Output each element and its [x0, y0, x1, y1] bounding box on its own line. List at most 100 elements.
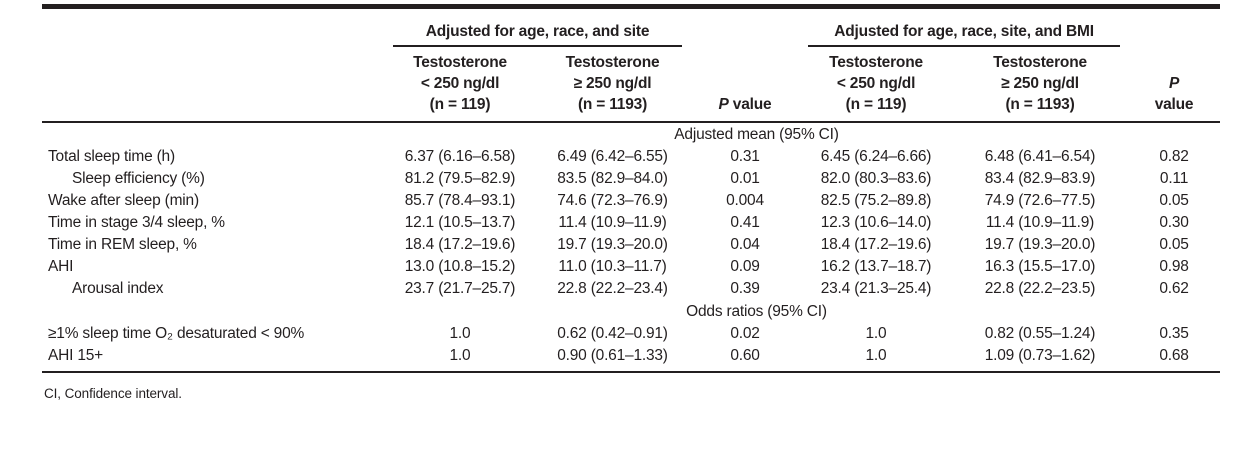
section-header-row: Odds ratios (95% CI)	[42, 300, 1220, 323]
column-header-line: Testosterone	[565, 54, 660, 71]
table-row: Sleep efficiency (%) 81.2 (79.5–82.9) 83…	[42, 168, 1220, 190]
cell-value: 0.04	[730, 236, 760, 253]
column-header-line: (n = 119)	[429, 96, 491, 113]
table-footnote: CI, Confidence interval.	[44, 386, 182, 401]
p-italic: P	[1168, 75, 1180, 92]
cell-value: 6.37 (6.16–6.58)	[404, 148, 516, 165]
group-header-1: Adjusted for age, race, and site	[385, 9, 690, 47]
cell-value: 0.01	[730, 170, 760, 187]
cell-value: 83.4 (82.9–83.9)	[984, 170, 1096, 187]
cell-value: 0.60	[690, 345, 800, 373]
cell-value: 18.4 (17.2–19.6)	[404, 236, 516, 253]
column-header-line: (n = 119)	[845, 96, 907, 113]
section-header-adjusted-mean: Adjusted mean (95% CI)	[674, 126, 839, 143]
column-header-row: Testosterone < 250 ng/dl (n = 119) Testo…	[42, 47, 1221, 123]
row-label: Sleep efficiency (%)	[72, 170, 205, 187]
cell-value: 0.41	[730, 214, 760, 231]
cell-value: 22.8 (22.2–23.5)	[984, 280, 1096, 297]
cell-value: 83.5 (82.9–84.0)	[557, 170, 668, 187]
column-header-line: Testosterone	[829, 54, 923, 71]
column-header-line: < 250 ng/dl	[836, 75, 916, 92]
p-rest: value	[1154, 96, 1194, 113]
group-header-row: Adjusted for age, race, and site Adjuste…	[42, 9, 1220, 47]
cell-value: 0.90 (0.61–1.33)	[535, 345, 690, 373]
cell-value: 12.1 (10.5–13.7)	[404, 214, 516, 231]
empty-corner-cell	[42, 9, 385, 47]
cell-value: 0.82	[1159, 148, 1189, 165]
row-label: Total sleep time (h)	[48, 148, 175, 165]
table-row: Time in REM sleep, % 18.4 (17.2–19.6) 19…	[42, 234, 1220, 256]
table-row: Wake after sleep (min) 85.7 (78.4–93.1) …	[42, 190, 1220, 212]
spacer-cell	[42, 122, 385, 146]
cell-value: 82.0 (80.3–83.6)	[820, 170, 932, 187]
cell-value: 16.2 (13.7–18.7)	[820, 258, 932, 275]
cell-value: 85.7 (78.4–93.1)	[404, 192, 516, 209]
cell-value: 0.62	[1159, 280, 1189, 297]
cell-value: 0.05	[1159, 236, 1189, 253]
table-container: Adjusted for age, race, and site Adjuste…	[42, 4, 1221, 401]
group-header-1-label: Adjusted for age, race, and site	[393, 22, 682, 47]
spacer-cell	[42, 300, 385, 323]
table-row: ≥1% sleep time O₂ desaturated < 90% 1.0 …	[42, 323, 1220, 345]
table-row: Arousal index 23.7 (21.7–25.7) 22.8 (22.…	[42, 278, 1220, 300]
spacer-cell	[1128, 300, 1220, 323]
cell-value: 1.0	[865, 325, 887, 342]
cell-value: 22.8 (22.2–23.4)	[557, 280, 668, 297]
cell-value: 0.68	[1128, 345, 1221, 373]
spacer-cell	[1128, 9, 1220, 47]
cell-value: 19.7 (19.3–20.0)	[557, 236, 668, 253]
table-row: AHI 15+ 1.0 0.90 (0.61–1.33) 0.60 1.0 1.…	[42, 345, 1221, 373]
group-header-2-label: Adjusted for age, race, site, and BMI	[808, 22, 1121, 47]
cell-value: 1.0	[385, 345, 535, 373]
p-rest: value	[732, 96, 772, 113]
spacer-cell	[690, 9, 800, 47]
cell-value: 6.45 (6.24–6.66)	[820, 148, 932, 165]
column-header-line: Testosterone	[413, 54, 507, 71]
cell-value: 81.2 (79.5–82.9)	[404, 170, 516, 187]
cell-value: 0.31	[730, 148, 760, 165]
cell-value: 23.7 (21.7–25.7)	[404, 280, 516, 297]
cell-value: 1.09 (0.73–1.62)	[952, 345, 1129, 373]
column-header-testosterone-high-2: Testosterone ≥ 250 ng/dl (n = 1193)	[952, 47, 1129, 123]
cell-value: 6.49 (6.42–6.55)	[557, 148, 668, 165]
cell-value: 23.4 (21.3–25.4)	[820, 280, 932, 297]
row-label: Wake after sleep (min)	[48, 192, 199, 209]
cell-value: 0.82 (0.55–1.24)	[984, 325, 1096, 342]
cell-value: 0.35	[1159, 325, 1189, 342]
cell-value: 11.4 (10.9–11.9)	[985, 214, 1095, 231]
cell-value: 82.5 (75.2–89.8)	[820, 192, 932, 209]
section-header-row: Adjusted mean (95% CI)	[42, 122, 1220, 146]
row-label: AHI 15+	[42, 345, 385, 373]
cell-value: 0.02	[730, 325, 760, 342]
row-label: Time in REM sleep, %	[48, 236, 197, 253]
cell-value: 0.004	[726, 192, 764, 209]
column-header-pvalue-2: P value	[1128, 47, 1221, 123]
p-italic: P	[718, 96, 729, 113]
cell-value: 0.98	[1159, 258, 1189, 275]
section-header-odds-ratios: Odds ratios (95% CI)	[686, 303, 827, 320]
group-header-2: Adjusted for age, race, site, and BMI	[800, 9, 1128, 47]
column-header-testosterone-low-1: Testosterone < 250 ng/dl (n = 119)	[385, 47, 535, 123]
cell-value: 11.0 (10.3–11.7)	[558, 258, 667, 275]
cell-value: 0.09	[730, 258, 760, 275]
cell-value: 1.0	[449, 325, 471, 342]
column-header-line: ≥ 250 ng/dl	[573, 75, 652, 92]
table-row: Time in stage 3/4 sleep, % 12.1 (10.5–13…	[42, 212, 1220, 234]
cell-value: 18.4 (17.2–19.6)	[820, 236, 932, 253]
cell-value: 12.3 (10.6–14.0)	[820, 214, 932, 231]
cell-value: 19.7 (19.3–20.0)	[984, 236, 1096, 253]
cell-value: 0.39	[730, 280, 760, 297]
column-header-line: ≥ 250 ng/dl	[1001, 75, 1079, 92]
row-label: Arousal index	[72, 280, 164, 297]
column-header-line: (n = 1193)	[1005, 96, 1075, 113]
row-label: AHI	[48, 258, 74, 275]
table-row: AHI 13.0 (10.8–15.2) 11.0 (10.3–11.7) 0.…	[42, 256, 1220, 278]
cell-value: 16.3 (15.5–17.0)	[984, 258, 1096, 275]
cell-value: 0.05	[1159, 192, 1189, 209]
cell-value: 74.6 (72.3–76.9)	[557, 192, 668, 209]
row-label: Time in stage 3/4 sleep, %	[48, 214, 225, 231]
cell-value: 1.0	[800, 345, 952, 373]
cell-value: 6.48 (6.41–6.54)	[984, 148, 1096, 165]
column-header-line: Testosterone	[993, 54, 1087, 71]
